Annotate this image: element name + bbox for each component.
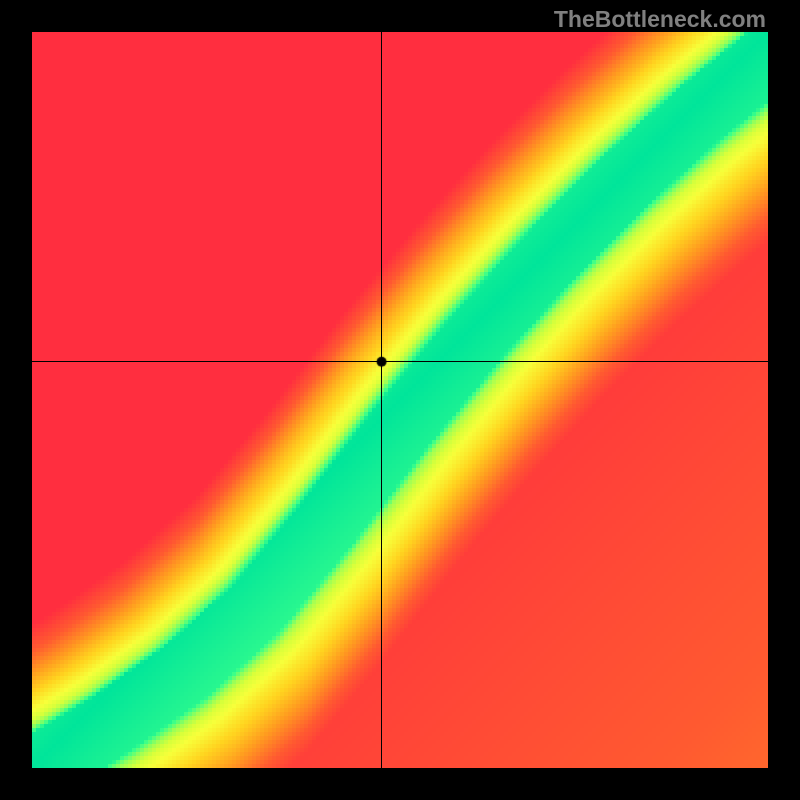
heatmap-plot	[32, 32, 768, 768]
heatmap-canvas	[32, 32, 768, 768]
crosshair-horizontal	[32, 361, 768, 362]
attribution-text: TheBottleneck.com	[554, 6, 766, 33]
crosshair-vertical	[381, 32, 382, 768]
chart-frame: TheBottleneck.com	[0, 0, 800, 800]
